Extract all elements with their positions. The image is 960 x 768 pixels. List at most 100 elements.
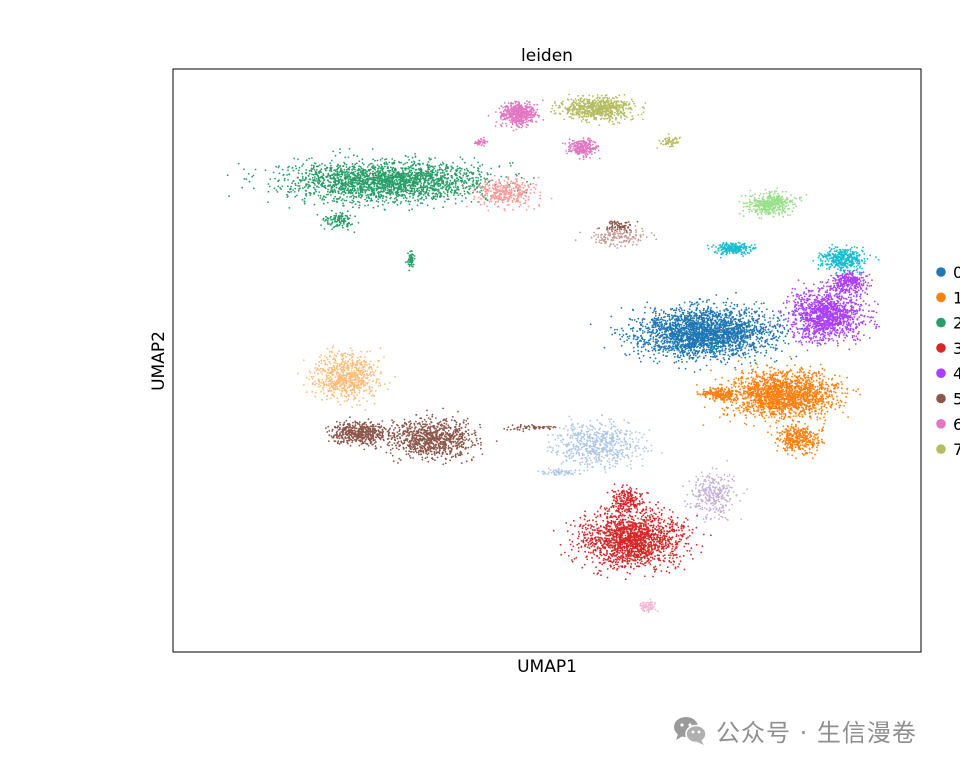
cell-point [817,412,820,415]
cell-point [772,412,775,415]
cell-point [720,383,723,386]
cell-point [793,312,795,314]
cell-point [674,333,677,336]
cell-point [733,341,736,344]
cell-point [857,388,859,391]
cell-point [795,433,798,435]
cell-point [720,390,723,393]
cell-point [840,400,843,403]
cell-point [747,385,750,388]
cell-point [791,388,794,391]
cell-point [746,341,748,344]
cell-point [769,378,771,381]
cell-point [753,342,756,345]
cell-point [672,343,675,346]
cell-point [687,327,690,330]
cell-point [693,343,695,346]
cell-point [799,389,802,391]
cell-point [819,363,822,366]
cell-point [730,321,733,324]
cell-point [735,382,737,385]
cell-point [651,349,654,352]
cell-point [665,331,667,333]
cell-point [668,318,671,320]
cell-point [748,307,750,310]
cell-point [781,396,784,399]
cell-point [747,352,750,355]
cell-point [729,321,732,324]
cell-point [757,406,759,409]
cell-point [736,352,738,354]
cell-point [682,313,685,316]
cell-point [782,339,785,342]
cell-point [773,416,776,418]
cell-point [660,340,663,343]
cell-point [730,302,733,304]
cell-point [813,398,816,401]
cell-point [736,397,739,399]
cell-point [751,404,753,407]
cell-point [809,436,812,438]
cell-point [745,315,748,317]
cell-point [791,397,794,400]
cell-point [691,301,693,304]
cell-point [715,337,718,340]
cell-point [740,337,743,340]
cell-point [787,443,790,445]
cell-point [769,414,772,416]
cell-point [420,182,423,185]
cell-point [824,403,826,406]
cell-point [707,344,710,347]
cell-point [625,333,627,336]
cell-point [825,381,827,384]
cell-point [672,309,675,312]
cell-point [707,305,709,308]
cell-point [687,333,690,336]
cell-point [719,392,722,395]
cell-point [780,391,783,394]
cell-point [762,330,765,333]
cell-point [644,325,647,328]
cell-point [767,401,770,404]
cell-point [757,401,760,404]
cell-point [725,307,728,310]
cell-point [658,352,660,354]
cell-point [662,348,665,351]
cell-point [787,429,789,432]
cell-point [705,311,708,314]
cell-point [655,318,658,320]
cell-point [731,392,734,395]
cell-point [800,370,802,373]
cell-point [705,339,708,342]
cell-point [803,384,806,387]
cell-point [697,335,700,338]
cell-point [639,340,641,342]
cell-point [727,387,730,390]
cell-point [737,377,740,380]
cell-point [709,351,712,354]
cell-point [644,348,647,351]
cell-point [701,317,704,320]
cell-point [668,313,671,316]
cell-point [698,309,701,312]
cell-point [743,329,745,332]
cell-point [697,328,700,331]
cell-point [776,392,779,395]
cell-point [748,382,750,385]
cell-point [783,386,786,389]
cell-point [603,346,606,349]
cell-point [622,329,624,332]
cell-point [695,354,697,357]
cell-point [759,399,761,402]
cell-point [818,372,820,375]
cell-point [745,322,748,324]
cell-point [728,389,730,392]
cell-point [690,303,693,306]
cell-point [720,336,723,339]
cell-point [674,325,676,327]
cell-point [773,410,776,413]
cell-point [782,410,785,412]
cell-point [803,397,806,399]
cell-point [673,340,676,343]
cell-point [658,336,660,339]
